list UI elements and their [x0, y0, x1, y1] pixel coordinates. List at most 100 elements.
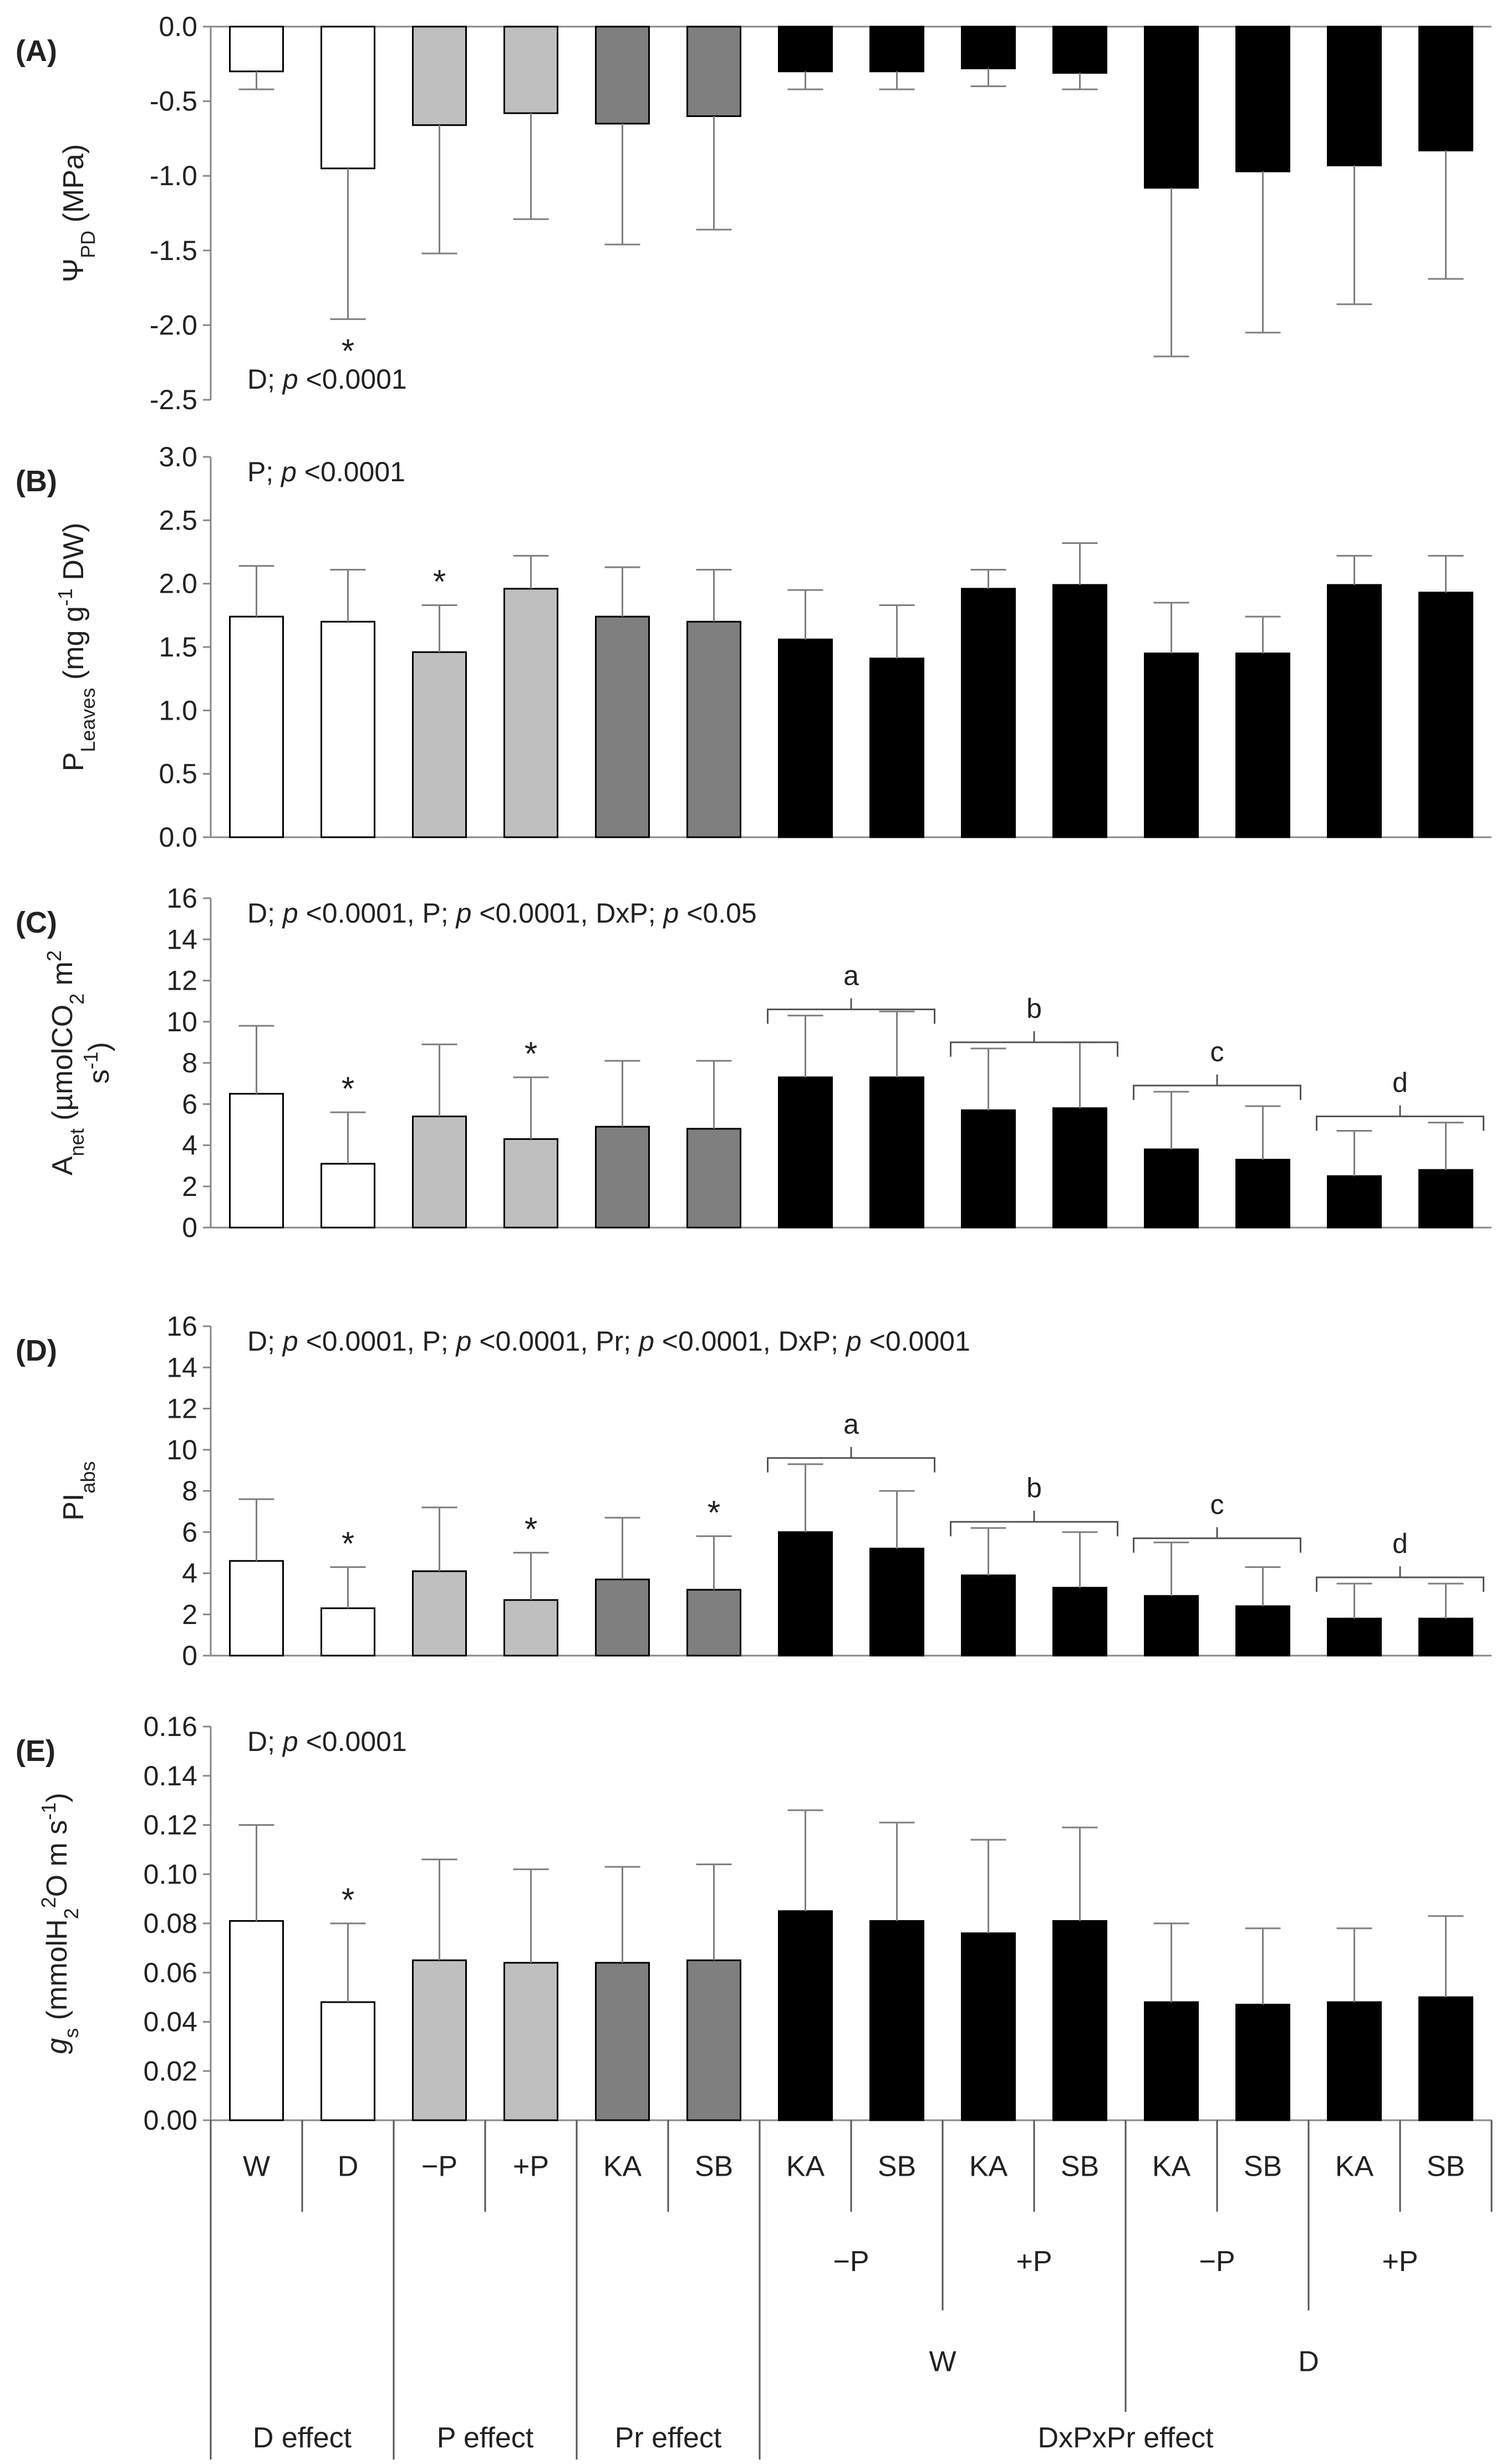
effect-group-label: P effect — [437, 2422, 534, 2454]
bar — [1235, 652, 1290, 838]
y-tick-label: 10 — [166, 1434, 197, 1465]
bar — [595, 1962, 650, 2121]
bar — [961, 588, 1016, 838]
bar — [503, 1599, 558, 1657]
effect-group-label: D effect — [253, 2422, 352, 2454]
y-tick-label: 0.10 — [144, 1859, 197, 1890]
y-tick-label: 0.14 — [144, 1760, 197, 1791]
category-label: KA — [603, 2151, 642, 2183]
significance-asterisk: * — [342, 1881, 354, 1918]
bar — [1144, 1148, 1199, 1229]
bar — [320, 26, 375, 170]
bar — [869, 658, 924, 838]
bar — [229, 1920, 284, 2121]
y-tick-label: 14 — [166, 924, 197, 955]
panel-letter: (D) — [16, 1334, 57, 1367]
category-label: SB — [1244, 2151, 1282, 2183]
bar — [1418, 1617, 1473, 1657]
bar — [412, 1959, 467, 2121]
y-tick-label: 0 — [182, 1640, 197, 1671]
bar — [1418, 1169, 1473, 1229]
bar — [961, 1574, 1016, 1657]
bar — [229, 1093, 284, 1229]
effect-group-label: Pr effect — [615, 2422, 722, 2454]
bar — [1052, 1586, 1107, 1657]
bar — [778, 1076, 833, 1229]
y-tick-label: 2.0 — [159, 568, 197, 599]
bar — [1327, 1175, 1382, 1229]
category-label: W — [243, 2151, 270, 2183]
category-label: KA — [1335, 2151, 1374, 2183]
group-bracket — [950, 1510, 1118, 1536]
category-label: SB — [695, 2151, 733, 2183]
bar — [503, 1962, 558, 2121]
group-bracket — [950, 1031, 1118, 1057]
bar — [869, 26, 924, 73]
stats-annotation: D; p <0.0001 — [247, 364, 407, 395]
y-tick-label: 16 — [166, 883, 197, 914]
category-label: KA — [786, 2151, 825, 2183]
category-label: SB — [1061, 2151, 1099, 2183]
bar — [686, 1128, 741, 1229]
category-label: SB — [1427, 2151, 1465, 2183]
y-tick-label: 1.0 — [159, 695, 197, 726]
bar — [1052, 584, 1107, 838]
y-tick-label: 0.0 — [159, 822, 197, 853]
y-tick-label: 0.5 — [159, 758, 197, 790]
y-tick-label: 8 — [182, 1047, 197, 1078]
category-label: KA — [1152, 2151, 1191, 2183]
y-tick-label: 2 — [182, 1171, 197, 1202]
y-tick-label: 1.5 — [159, 632, 197, 663]
group-letter: c — [1210, 1036, 1224, 1067]
y-axis-label: ΨPD (MPa) — [58, 144, 99, 282]
group-bracket — [1133, 1074, 1301, 1100]
panel-letter: (E) — [16, 1734, 55, 1768]
stats-annotation: D; p <0.0001, P; p <0.0001, DxP; p <0.05 — [247, 898, 757, 929]
significance-asterisk: * — [342, 1070, 354, 1107]
bar — [1052, 1920, 1107, 2121]
group-letter: a — [843, 960, 859, 991]
significance-asterisk: * — [525, 1510, 537, 1547]
y-axis-label: PLeaves (mg g-1 DW) — [54, 523, 99, 772]
bar — [686, 26, 741, 118]
bar — [1144, 2001, 1199, 2121]
y-tick-label: 0.08 — [144, 1908, 197, 1939]
bar — [1235, 2003, 1290, 2121]
bar — [412, 1570, 467, 1657]
bar — [869, 1076, 924, 1229]
y-tick-label: 16 — [166, 1311, 197, 1342]
bar — [778, 1531, 833, 1657]
bar — [1418, 26, 1473, 151]
bar — [412, 1116, 467, 1229]
bar — [595, 26, 650, 125]
bar — [1144, 1595, 1199, 1657]
bar — [1327, 2001, 1382, 2121]
stats-annotation: P; p <0.0001 — [247, 456, 405, 487]
y-tick-label: 0.06 — [144, 1957, 197, 1988]
y-tick-label: 2.5 — [159, 505, 197, 536]
bar — [1418, 1996, 1473, 2121]
bar — [1235, 26, 1290, 172]
group-letter: d — [1392, 1528, 1408, 1559]
bar — [778, 26, 833, 73]
y-tick-label: 12 — [166, 1393, 197, 1424]
bar — [412, 26, 467, 126]
y-tick-label: 0.02 — [144, 2055, 197, 2086]
y-tick-label: 4 — [182, 1130, 197, 1161]
bar — [778, 1910, 833, 2121]
bar — [320, 2001, 375, 2121]
water-level-label: W — [929, 2346, 956, 2378]
y-tick-label: -0.5 — [150, 86, 197, 117]
category-label: KA — [969, 2151, 1008, 2183]
p-level-label: −P — [833, 2246, 869, 2278]
bar — [1327, 1617, 1382, 1657]
significance-asterisk: * — [433, 563, 446, 600]
bar — [320, 1163, 375, 1229]
bar — [1235, 1158, 1290, 1229]
bar — [1418, 592, 1473, 838]
bar — [961, 1932, 1016, 2121]
bar — [1052, 26, 1107, 74]
bar — [229, 1560, 284, 1657]
group-letter: a — [843, 1409, 859, 1440]
y-tick-label: 12 — [166, 965, 197, 996]
